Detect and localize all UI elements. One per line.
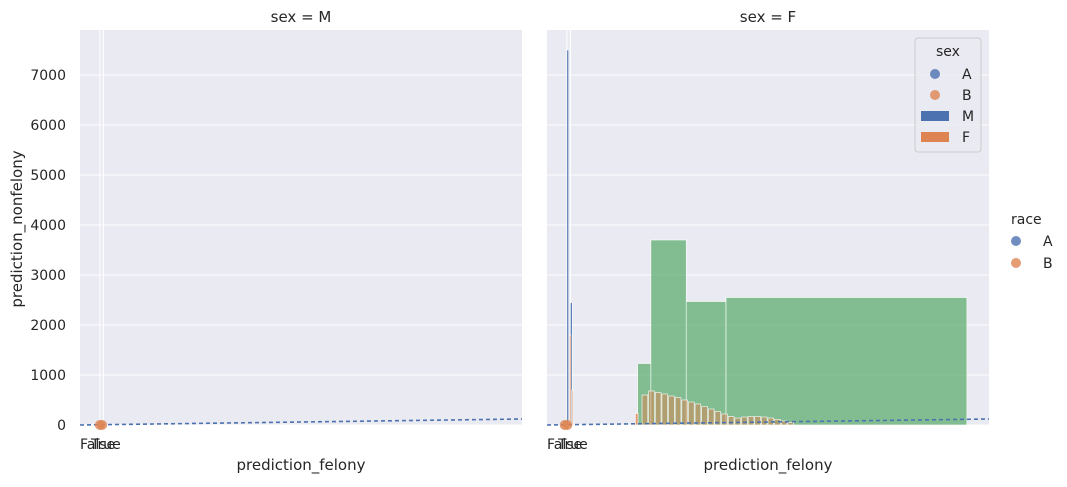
x-tick-label: True (557, 437, 588, 453)
bar (648, 390, 655, 426)
y-tick-label: 6000 (30, 118, 66, 134)
race-legend-label-a: A (1043, 234, 1053, 250)
trend-line (546, 418, 990, 426)
bar (635, 413, 639, 426)
bar (714, 411, 722, 426)
scatter-point (97, 420, 108, 430)
bar (741, 416, 748, 426)
y-tick-label: 1000 (30, 368, 66, 384)
panels: 01000200030004000500060007000FalseTruepr… (30, 8, 990, 475)
bar (641, 394, 649, 426)
bar (754, 416, 761, 426)
bar (681, 399, 688, 426)
bar (701, 406, 708, 426)
y-tick-label: 4000 (30, 218, 66, 234)
bar (674, 397, 682, 426)
legend-entry-label: M (962, 109, 974, 125)
bar (721, 413, 728, 426)
bar (708, 408, 715, 426)
bar (688, 401, 695, 426)
bar (694, 403, 702, 426)
legend-entry-label: A (962, 67, 972, 83)
panel-title: sex = M (271, 8, 332, 26)
y-tick-label: 2000 (30, 318, 66, 334)
legend-bar-marker (921, 132, 949, 142)
bar (787, 422, 794, 426)
sex-legend-title: sex (936, 44, 960, 60)
x-tick-label: False (547, 437, 582, 453)
bar (761, 416, 768, 426)
race-legend-marker-a (1011, 236, 1021, 246)
trend-line (79, 418, 523, 426)
y-tick-label: 3000 (30, 268, 66, 284)
scatter-point (562, 420, 573, 430)
bar (734, 417, 741, 426)
bar (661, 393, 668, 426)
x-tick-label: False (80, 437, 115, 453)
x-axis-label: prediction_felony (237, 456, 366, 475)
bar (569, 334, 572, 426)
legend-point-marker (930, 69, 940, 79)
race-legend: race A B (1011, 212, 1053, 272)
y-axis-label: prediction_nonfelony (8, 150, 27, 307)
legend-entry-label: B (962, 88, 972, 104)
bar (571, 389, 574, 426)
y-tick-label: 7000 (30, 68, 66, 84)
bar (566, 49, 569, 426)
bar (654, 392, 662, 426)
legend-entry-label: F (962, 130, 970, 146)
legend-point-marker (930, 90, 940, 100)
y-tick-label: 5000 (30, 168, 66, 184)
bar (725, 297, 968, 426)
race-legend-label-b: B (1043, 256, 1053, 272)
x-axis-label: prediction_felony (704, 456, 833, 475)
bar (668, 395, 675, 426)
legend-bar-marker (921, 111, 949, 121)
plot-background (80, 30, 522, 425)
x-tick-label: True (90, 437, 121, 453)
panel-title: sex = F (740, 8, 796, 26)
legend-frame (914, 37, 982, 153)
bar (727, 416, 735, 426)
bar (747, 416, 755, 426)
race-legend-marker-b (1011, 258, 1021, 268)
y-tick-label: 0 (57, 418, 66, 434)
bar (780, 420, 788, 426)
race-legend-title: race (1011, 212, 1042, 228)
